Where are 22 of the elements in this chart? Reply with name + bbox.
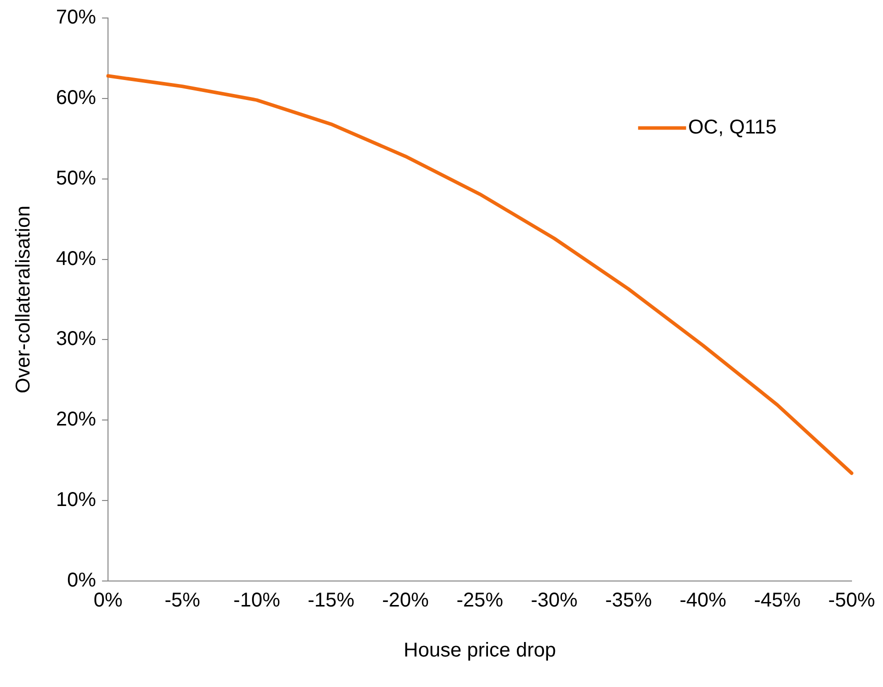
legend-label: OC, Q115: [688, 116, 777, 139]
y-tick-label: 40%: [56, 248, 96, 270]
y-tick-label: 10%: [56, 489, 96, 512]
y-axis-title: Over-collateralisation: [12, 206, 35, 394]
x-tick-label: -35%: [605, 590, 652, 612]
x-tick-label: -10%: [233, 590, 280, 612]
x-tick-label: -25%: [456, 590, 504, 612]
x-tick-label: 0%: [94, 590, 123, 612]
y-tick-label: 50%: [56, 167, 96, 190]
x-tick-label: -20%: [382, 590, 430, 612]
y-tick-label: 30%: [56, 328, 96, 350]
x-tick-label: -50%: [828, 590, 876, 612]
x-tick-label: -5%: [164, 590, 200, 612]
x-tick-label: -15%: [308, 590, 355, 612]
x-tick-label: -30%: [530, 590, 578, 612]
x-tick-label: -45%: [754, 590, 801, 612]
x-tick-label: -40%: [680, 590, 726, 612]
x-axis-title: House price drop: [404, 640, 556, 662]
y-tick-label: 0%: [67, 570, 96, 592]
y-tick-label: 20%: [56, 408, 96, 431]
y-tick-label: 60%: [56, 86, 96, 109]
y-tick-label: 70%: [56, 6, 96, 29]
